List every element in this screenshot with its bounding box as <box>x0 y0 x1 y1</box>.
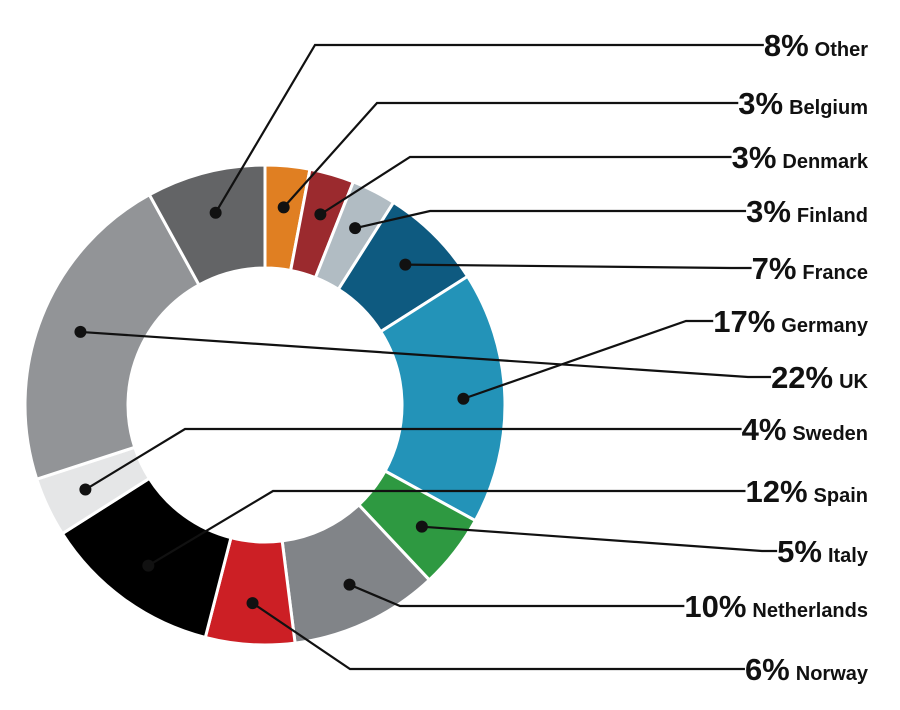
label-germany-name: Germany <box>781 315 869 337</box>
label-italy-name: Italy <box>828 545 869 567</box>
label-denmark-percent: 3% <box>732 140 777 175</box>
label-belgium: 3% Belgium <box>738 86 868 121</box>
label-finland: 3% Finland <box>746 194 868 229</box>
label-denmark-name: Denmark <box>782 151 868 173</box>
label-france: 7% France <box>752 251 868 286</box>
label-belgium-name: Belgium <box>789 97 868 119</box>
leader-dot-denmark <box>314 208 327 221</box>
leader-line-italy <box>421 525 778 553</box>
leader-dot-netherlands <box>343 578 356 591</box>
leader-dot-other <box>209 206 222 219</box>
donut-slices <box>23 163 507 647</box>
label-italy: 5% Italy <box>777 534 869 569</box>
label-france-name: France <box>802 262 868 284</box>
slice-uk <box>23 192 202 482</box>
label-uk: 22% UK <box>771 360 868 395</box>
label-spain-percent: 12% <box>746 474 808 509</box>
label-france-percent: 7% <box>752 251 797 286</box>
label-other: 8% Other <box>764 28 868 63</box>
label-other-percent: 8% <box>764 28 809 63</box>
label-germany: 17% Germany <box>713 304 869 339</box>
leader-line-other <box>214 43 764 214</box>
leader-dot-belgium <box>277 201 290 214</box>
label-other-name: Other <box>815 39 869 61</box>
label-netherlands-name: Netherlands <box>752 600 868 622</box>
leader-line-spain <box>147 489 746 567</box>
leader-dot-sweden <box>79 483 92 496</box>
leader-line-norway <box>251 602 745 671</box>
leader-dot-uk <box>74 325 87 338</box>
label-spain: 12% Spain <box>746 474 869 509</box>
leader-dot-norway <box>246 597 259 610</box>
label-italy-percent: 5% <box>777 534 822 569</box>
label-belgium-percent: 3% <box>738 86 783 121</box>
leader-line-belgium <box>282 101 739 209</box>
label-norway-percent: 6% <box>745 652 790 687</box>
label-sweden: 4% Sweden <box>742 412 868 447</box>
label-denmark: 3% Denmark <box>732 140 869 175</box>
label-norway: 6% Norway <box>745 652 869 687</box>
label-norway-name: Norway <box>796 663 869 685</box>
slice-other <box>147 163 267 287</box>
label-netherlands-percent: 10% <box>684 589 746 624</box>
leader-dot-germany <box>457 392 470 405</box>
leader-dot-italy <box>415 520 428 533</box>
leader-line-netherlands <box>349 583 685 608</box>
leader-dot-spain <box>142 559 155 572</box>
leader-line-denmark <box>319 155 732 216</box>
leader-dot-finland <box>349 222 362 235</box>
leader-line-france <box>405 263 752 270</box>
label-netherlands: 10% Netherlands <box>684 589 868 624</box>
label-germany-percent: 17% <box>713 304 775 339</box>
leader-lines <box>74 43 778 671</box>
leader-line-germany <box>463 319 714 400</box>
leader-line-uk <box>80 330 772 379</box>
label-spain-name: Spain <box>814 485 868 507</box>
label-sweden-percent: 4% <box>742 412 787 447</box>
label-finland-percent: 3% <box>746 194 791 229</box>
label-finland-name: Finland <box>797 205 868 227</box>
label-uk-percent: 22% <box>771 360 833 395</box>
leader-dot-france <box>399 258 412 271</box>
leader-line-sweden <box>84 427 742 491</box>
label-uk-name: UK <box>839 371 868 393</box>
leader-line-finland <box>354 209 747 230</box>
label-sweden-name: Sweden <box>792 423 868 445</box>
